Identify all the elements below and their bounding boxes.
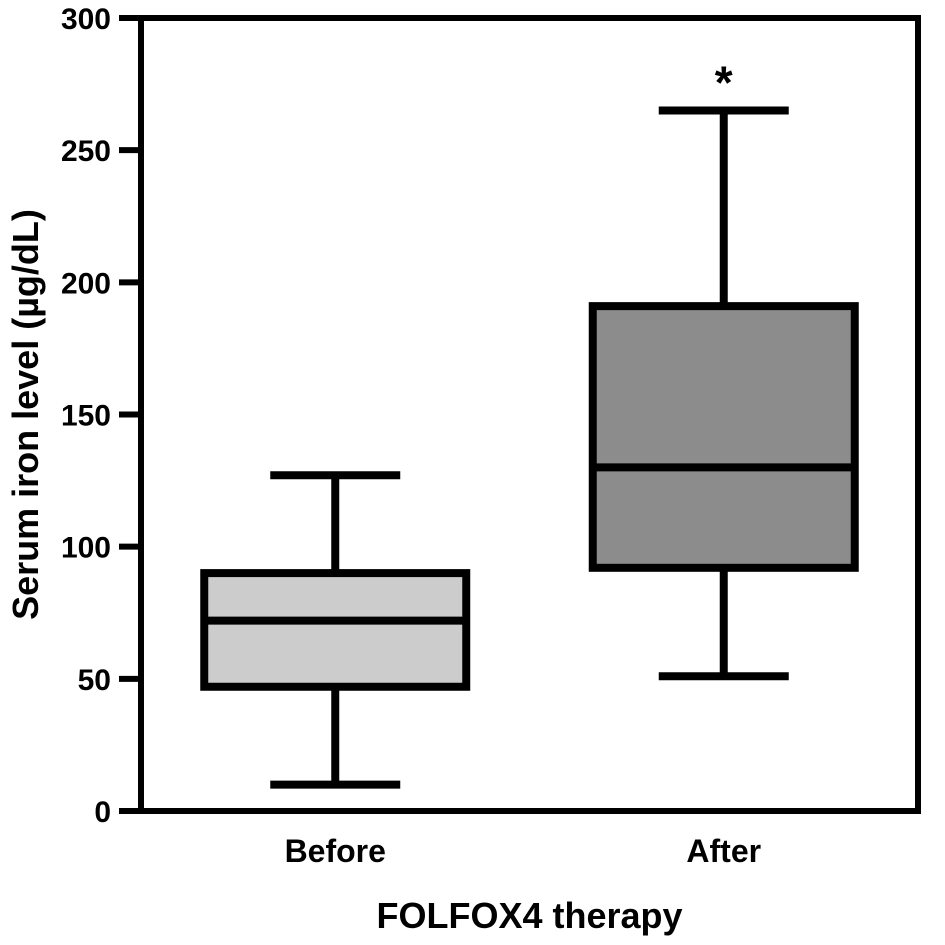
y-tick-label: 300 [61, 3, 111, 36]
iqr-box [200, 569, 471, 691]
x-category-label: Before [285, 833, 386, 869]
y-tick-label: 200 [61, 267, 111, 300]
x-category-label: After [686, 833, 761, 869]
y-tick-label: 0 [94, 796, 111, 829]
x-axis-category-labels: Before After [285, 833, 762, 869]
y-tick-label: 100 [61, 532, 111, 565]
y-axis-ticks: 0 50 100 150 200 250 300 [61, 3, 141, 829]
y-axis-title: Serum iron level (µg/dL) [5, 209, 46, 620]
iqr-box [588, 302, 859, 572]
box-series: * [200, 57, 859, 789]
x-axis-title: FOLFOX4 therapy [376, 895, 682, 936]
box-before [200, 471, 471, 789]
y-tick-label: 50 [78, 664, 111, 697]
y-tick-label: 250 [61, 135, 111, 168]
plot-frame [138, 15, 921, 814]
box-after: * [588, 57, 859, 681]
significance-asterisk: * [715, 57, 733, 109]
y-tick-label: 150 [61, 400, 111, 433]
